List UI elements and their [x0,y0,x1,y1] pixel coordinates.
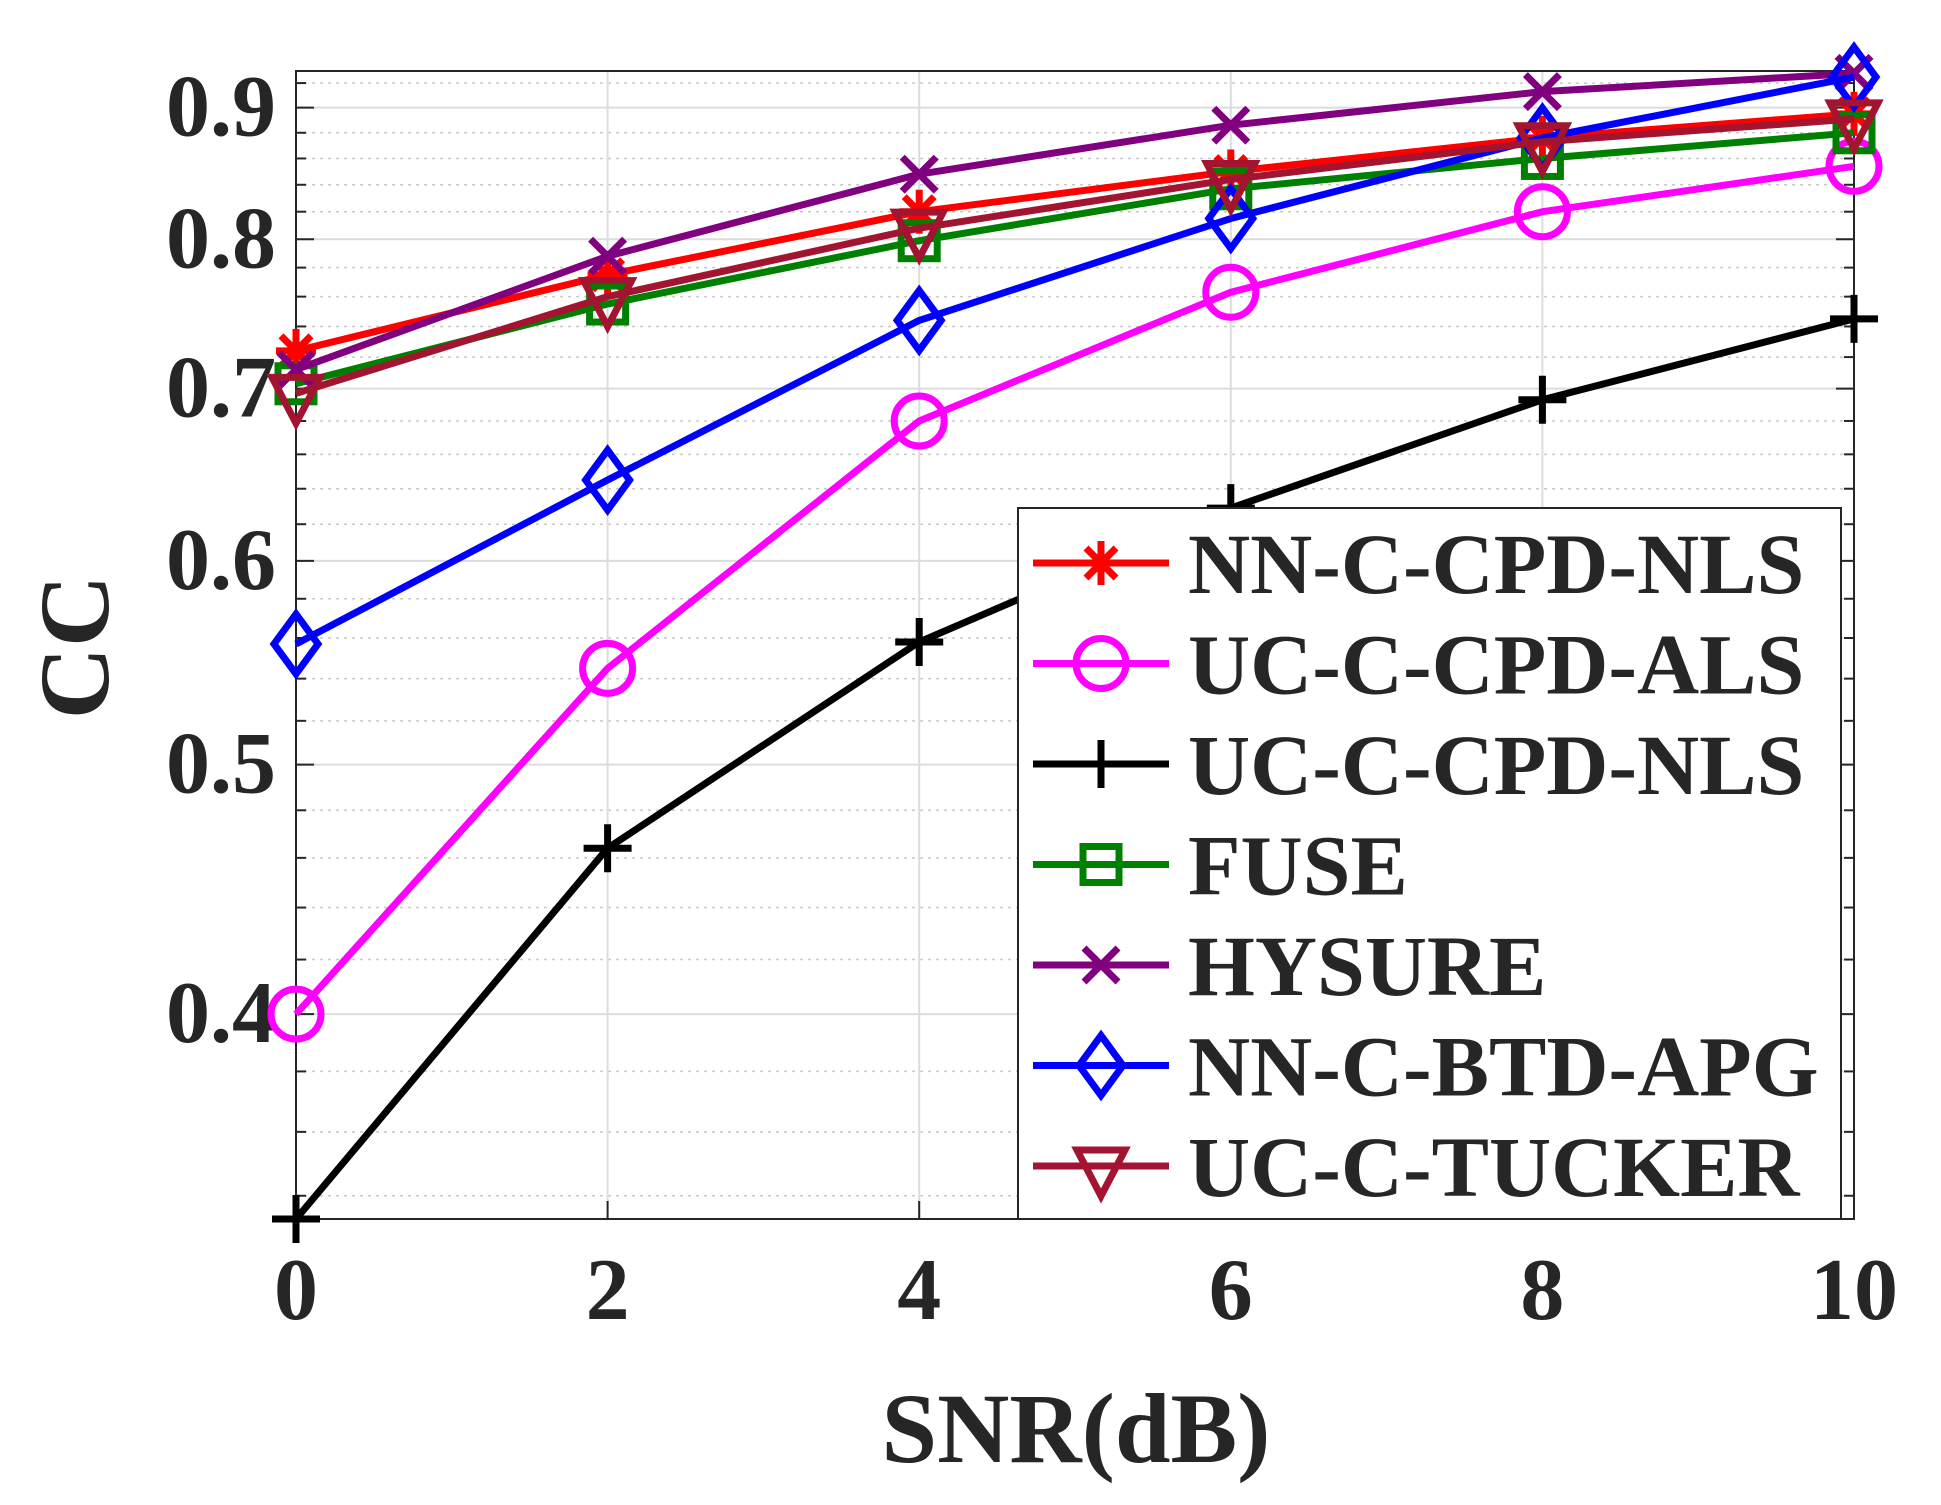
legend: NN-C-CPD-NLSUC-C-CPD-ALSUC-C-CPD-NLSFUSE… [1017,507,1842,1220]
triangle-marker [266,373,326,431]
y-tick-label: 0.7 [166,340,276,437]
asterisk-marker [587,252,628,297]
series-uc-c-tucker [266,99,1884,431]
series-line [294,69,1855,373]
legend-entry: UC-C-TUCKER [1033,1119,1800,1215]
diamond-marker [1074,1029,1128,1102]
diamond-marker [269,608,323,680]
legend-label: UC-C-CPD-NLS [1188,717,1804,813]
x-marker [899,154,939,194]
legend-entry: HYSURE [1033,918,1546,1014]
series-line [295,129,1855,388]
x-marker [1522,72,1562,112]
legend-label: UC-C-TUCKER [1188,1119,1800,1215]
x-tick-label: 2 [586,1242,630,1339]
x-tick-label: 10 [1810,1242,1898,1339]
circle-marker [579,639,637,697]
series-line [295,110,1855,355]
circle-marker [1825,137,1883,195]
y-tick-label: 0.9 [166,59,276,156]
legend-label: NN-C-CPD-NLS [1188,516,1804,612]
x-tick-label: 6 [1209,1242,1253,1339]
legend-label: NN-C-BTD-APG [1188,1019,1819,1115]
x-marker [588,236,628,276]
y-tick-label: 0.5 [166,716,276,813]
series-group [266,41,1884,1243]
series-line [294,73,1855,648]
plus-marker [1077,740,1125,788]
asterisk-marker [276,328,316,373]
x-tick-label: 4 [897,1242,941,1339]
legend-entry: NN-C-CPD-NLS [1033,516,1804,612]
x-marker [1211,105,1251,145]
circle-marker [1202,263,1260,321]
asterisk-marker [1081,541,1121,585]
legend-entry: FUSE [1033,818,1408,914]
series-line [294,115,1855,397]
legend-label: HYSURE [1188,918,1546,1014]
plus-marker [1518,375,1567,424]
x-tick-label: 8 [1520,1242,1564,1339]
y-tick-label: 0.4 [166,965,276,1062]
plus-marker [272,1195,320,1243]
y-tick-label: 0.8 [166,190,276,287]
y-axis-label: CC [19,575,130,719]
diamond-marker [892,284,946,357]
triangle-marker [889,208,949,266]
x-marker [1081,945,1121,985]
square-marker [1079,843,1123,886]
circle-marker [890,392,948,450]
triangle-marker [1512,122,1573,180]
diamond-marker [1204,182,1258,255]
triangle-marker [1201,159,1261,218]
x-axis-label: SNR(dB) [882,1373,1271,1484]
plus-marker [895,617,944,666]
diamond-marker [581,444,634,516]
diamond-marker [1827,41,1881,113]
y-tick-label: 0.6 [166,512,276,609]
legend-label: FUSE [1188,818,1408,914]
legend-label: UC-C-CPD-ALS [1188,617,1804,713]
circle-marker [267,985,325,1043]
circle-marker [1513,183,1571,241]
triangle-marker [577,277,638,335]
legend-entry: UC-C-CPD-ALS [1033,617,1804,713]
plus-marker [1830,294,1878,343]
series-uc-c-cpd-als [267,137,1883,1043]
triangle-marker [1824,99,1884,157]
series-line [293,162,1855,1017]
legend-entry: NN-C-BTD-APG [1033,1019,1819,1115]
circle-marker [1072,635,1130,692]
x-marker [276,350,316,390]
x-tick-label: 0 [274,1242,318,1339]
series-hysure [276,53,1874,390]
triangle-marker [1071,1146,1131,1204]
plus-marker [583,824,632,873]
axis-ticks: 0.4 0.5 0.6 0.7 0.8 0.9 0 2 4 6 8 10 [166,59,1898,1339]
legend-entry: UC-C-CPD-NLS [1033,717,1804,813]
